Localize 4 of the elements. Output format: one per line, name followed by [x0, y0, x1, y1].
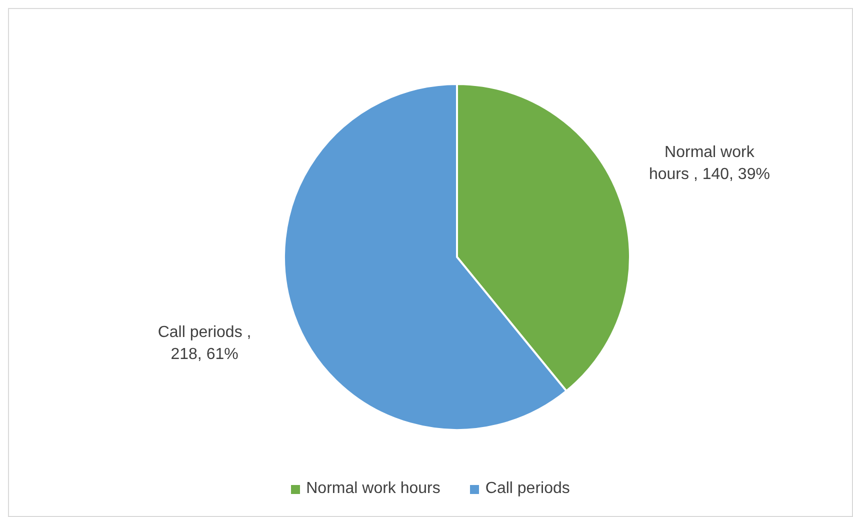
- data-label: Normal work hours , 140, 39%: [648, 144, 770, 184]
- data-label: Call periods , 218, 61%: [158, 324, 252, 363]
- legend-label: Call periods: [485, 480, 570, 498]
- legend-label: Normal work hours: [306, 480, 440, 498]
